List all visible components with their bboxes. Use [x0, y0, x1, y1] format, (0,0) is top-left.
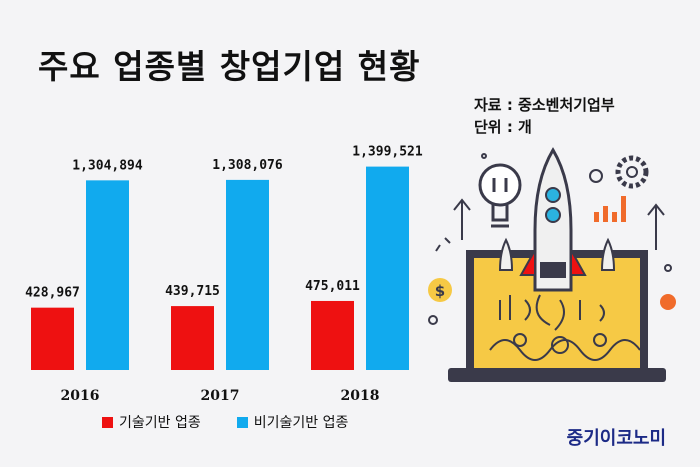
bar-2017-series-0	[171, 306, 214, 370]
gear-icon	[615, 155, 649, 189]
brand-logo: 중기이코노미	[566, 428, 666, 449]
bar-2018-series-1	[366, 166, 409, 370]
source-line: 자료 : 중소벤처기업부	[474, 96, 615, 114]
unit-line: 단위 : 개	[474, 118, 532, 136]
legend-item-tech: 기술기반 업종	[102, 412, 201, 432]
legend-swatch-nontech	[236, 416, 248, 428]
bar-2016-series-0	[31, 307, 74, 370]
chart-title: 주요 업종별 창업기업 현황	[38, 47, 421, 86]
legend-label-nontech: 비기술기반 업종	[253, 415, 349, 431]
data-label-2016-series-0: 428,967	[25, 286, 80, 301]
dollar-sign-icon: $	[435, 282, 445, 300]
data-label-2018-series-0: 475,011	[305, 279, 360, 294]
chart-legend: 기술기반 업종 비기술기반 업종	[102, 412, 384, 432]
dollar-coin-icon	[428, 278, 452, 302]
bar-2016-series-1	[86, 180, 129, 370]
data-label-2017-series-1: 1,308,076	[212, 158, 283, 173]
x-tick-label-2016: 2016	[61, 388, 100, 404]
data-label-2017-series-0: 439,715	[165, 284, 220, 299]
laptop-base-icon	[448, 368, 666, 382]
data-label-2016-series-1: 1,304,894	[72, 158, 143, 173]
bar-2018-series-0	[311, 300, 354, 370]
lightbulb-icon	[478, 163, 522, 228]
legend-item-nontech: 비기술기반 업종	[236, 412, 349, 432]
x-tick-label-2018: 2018	[341, 388, 380, 404]
mini-bar-chart-icon	[594, 196, 626, 222]
rocket-icon	[519, 147, 587, 292]
decor-circles-icon	[428, 153, 672, 325]
orange-dot-icon	[660, 294, 676, 310]
legend-swatch-tech	[102, 416, 113, 428]
squiggle-decoration-icon	[489, 294, 641, 361]
x-tick-label-2017: 2017	[201, 388, 240, 404]
arrow-up-icon	[435, 198, 665, 252]
small-rocket-icon	[498, 237, 616, 271]
bar-2017-series-1	[226, 179, 269, 370]
legend-label-tech: 기술기반 업종	[119, 415, 201, 431]
source-info: 자료 : 중소벤처기업부 단위 : 개	[474, 94, 615, 138]
data-label-2018-series-1: 1,399,521	[352, 145, 423, 160]
